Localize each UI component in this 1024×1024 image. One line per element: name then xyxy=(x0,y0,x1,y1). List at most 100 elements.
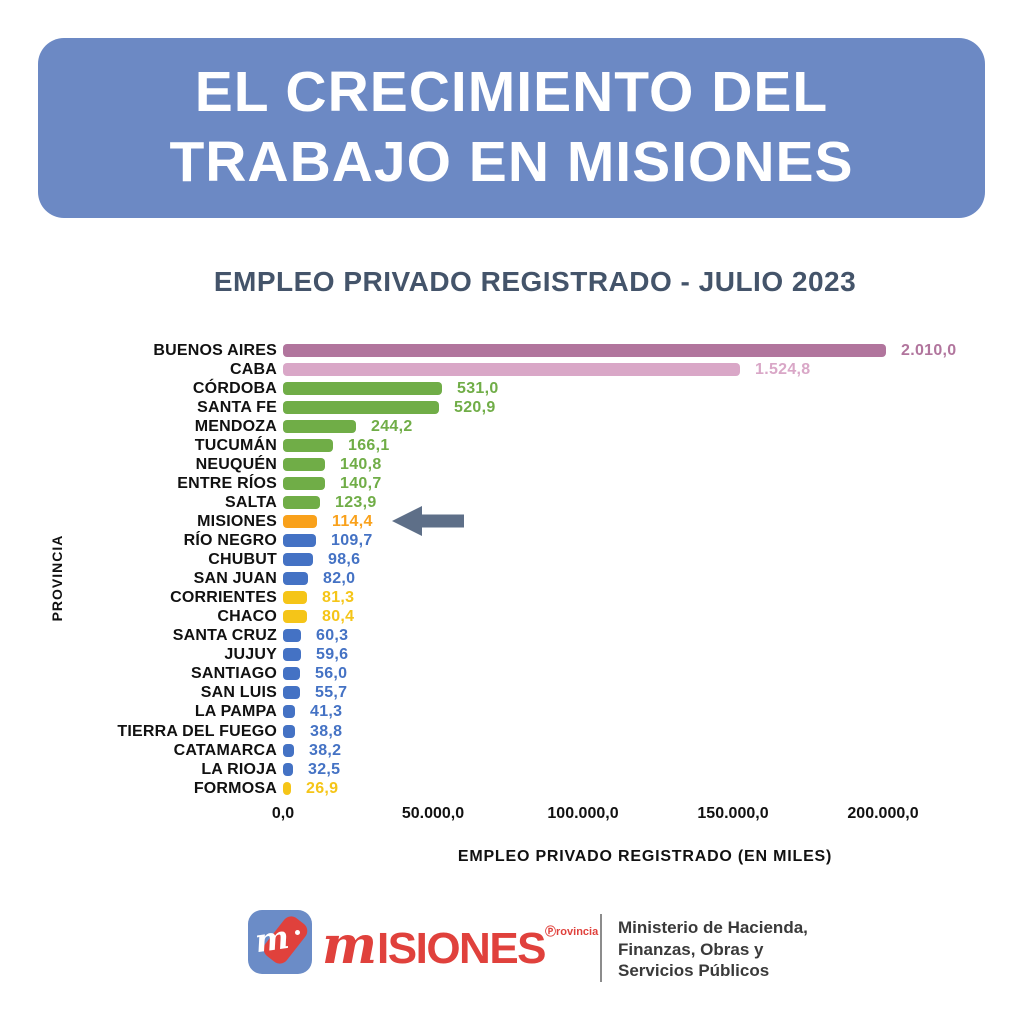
footer-divider xyxy=(600,914,602,982)
ministry-text: Ministerio de Hacienda, Finanzas, Obras … xyxy=(618,917,808,982)
bar xyxy=(283,343,886,357)
x-tick: 50.000,0 xyxy=(401,805,465,822)
misiones-logo: m xyxy=(248,910,312,974)
bar xyxy=(283,400,439,414)
province-label: CATAMARCA xyxy=(173,741,277,759)
bar-row: BUENOS AIRES 2.010,0 xyxy=(0,341,1024,360)
header-title-line1: EL CRECIMIENTO DEL xyxy=(194,60,829,125)
province-label: MENDOZA xyxy=(194,417,277,435)
province-label: NEUQUÉN xyxy=(195,455,277,473)
province-label: JUJUY xyxy=(224,646,277,664)
value-label: 531,0 xyxy=(457,379,499,397)
bar xyxy=(283,610,307,624)
value-label: 109,7 xyxy=(331,532,373,549)
bar xyxy=(283,419,356,433)
ministry-line-3: Servicios Públicos xyxy=(618,961,770,980)
value-label: 166,1 xyxy=(348,436,390,454)
header-banner: EL CRECIMIENTO DEL TRABAJO EN MISIONES xyxy=(38,38,985,218)
bar xyxy=(283,743,294,757)
bar-row: RÍO NEGRO 109,7 xyxy=(0,531,1024,550)
logo-dot xyxy=(295,930,300,935)
province-label: FORMOSA xyxy=(193,779,277,797)
value-label: 59,6 xyxy=(316,646,349,664)
province-label: TUCUMÁN xyxy=(194,436,277,454)
wordmark-superscript: Ⓟrovincia xyxy=(545,926,599,938)
bar-row: SAN LUIS 55,7 xyxy=(0,683,1024,702)
province-label: SANTA FE xyxy=(197,398,277,416)
bar-row: TUCUMÁN 166,1 xyxy=(0,436,1024,455)
bar-row: CATAMARCA 38,2 xyxy=(0,741,1024,760)
x-tick: 100.000,0 xyxy=(547,805,619,822)
bar xyxy=(283,381,442,395)
value-label: 60,3 xyxy=(316,627,349,645)
bar-row: JUJUY 59,6 xyxy=(0,645,1024,664)
bar-row: SANTA FE 520,9 xyxy=(0,398,1024,417)
bar-row: CORRIENTES 81,3 xyxy=(0,588,1024,607)
bar-row: LA RIOJA 32,5 xyxy=(0,760,1024,779)
bar-row: CABA 1.524,8 xyxy=(0,360,1024,379)
province-label: SAN LUIS xyxy=(200,684,277,702)
wordmark-rest: ISIONES xyxy=(377,924,547,973)
x-tick: 150.000,0 xyxy=(697,805,769,822)
value-label: 98,6 xyxy=(328,551,361,569)
province-label: CÓRDOBA xyxy=(192,379,277,397)
value-label: 1.524,8 xyxy=(755,360,811,378)
bar-row: SANTIAGO 56,0 xyxy=(0,664,1024,683)
bar-row: MENDOZA 244,2 xyxy=(0,417,1024,436)
value-label: 41,3 xyxy=(310,703,343,721)
bar xyxy=(283,724,295,738)
misiones-wordmark: mISIONESⓅrovincia xyxy=(322,916,598,976)
bar xyxy=(283,514,317,528)
value-label: 26,9 xyxy=(306,779,339,797)
bar xyxy=(283,667,300,681)
bar xyxy=(283,762,293,776)
value-label: 38,2 xyxy=(309,741,342,759)
province-label: CABA xyxy=(229,360,277,378)
value-label: 114,4 xyxy=(332,512,373,530)
bar xyxy=(283,591,307,605)
bar-row: FORMOSA 26,9 xyxy=(0,779,1024,798)
bar-row: TIERRA DEL FUEGO 38,8 xyxy=(0,722,1024,741)
value-label: 140,8 xyxy=(340,455,382,473)
province-label: ENTRE RÍOS xyxy=(177,474,277,492)
province-label: SALTA xyxy=(225,493,277,511)
bar-row: CÓRDOBA 531,0 xyxy=(0,379,1024,398)
value-label: 123,9 xyxy=(335,493,377,511)
province-label: LA RIOJA xyxy=(201,760,277,778)
province-label: SANTIAGO xyxy=(190,665,277,683)
ministry-line-2: Finanzas, Obras y xyxy=(618,939,764,959)
x-tick: 0,0 xyxy=(271,805,295,822)
value-label: 56,0 xyxy=(315,665,348,683)
bar xyxy=(283,534,316,547)
bar xyxy=(283,362,740,376)
bar-row: CHACO 80,4 xyxy=(0,607,1024,626)
bar xyxy=(283,553,313,567)
logo-monogram: m xyxy=(252,917,292,961)
arrow-left-icon xyxy=(392,505,464,537)
value-label: 2.010,0 xyxy=(901,341,957,359)
bar xyxy=(283,476,325,490)
province-label: MISIONES xyxy=(197,512,277,530)
ministry-line-1: Ministerio de Hacienda, xyxy=(618,918,808,937)
bar-row: LA PAMPA 41,3 xyxy=(0,702,1024,721)
province-label: RÍO NEGRO xyxy=(183,532,277,549)
chart-title: EMPLEO PRIVADO REGISTRADO - JULIO 2023 xyxy=(213,266,857,297)
value-label: 80,4 xyxy=(322,608,355,626)
province-label: SAN JUAN xyxy=(193,570,277,588)
value-label: 32,5 xyxy=(308,760,341,778)
bar xyxy=(283,629,301,643)
bar-row: SANTA CRUZ 60,3 xyxy=(0,626,1024,645)
bar xyxy=(283,781,291,795)
bar-row: ENTRE RÍOS 140,7 xyxy=(0,474,1024,493)
bar-row: SALTA 123,9 xyxy=(0,493,1024,512)
value-label: 82,0 xyxy=(323,570,356,588)
bar xyxy=(283,457,325,471)
bar xyxy=(283,705,295,719)
value-label: 55,7 xyxy=(315,684,348,702)
bar-row: MISIONES 114,4 xyxy=(0,512,1024,531)
value-label: 140,7 xyxy=(340,474,382,492)
bar xyxy=(283,686,300,700)
value-label: 81,3 xyxy=(322,589,355,607)
